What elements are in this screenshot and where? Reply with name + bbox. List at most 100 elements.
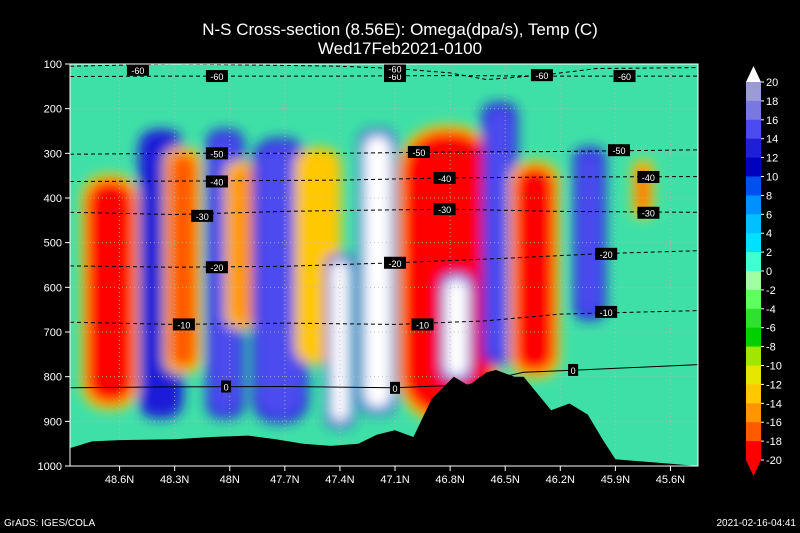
contour-label: -60: [131, 66, 144, 76]
contour-label: 0: [393, 384, 398, 394]
colorbar-swatch: [746, 441, 761, 461]
omega-feature: [486, 108, 513, 359]
contour-label-box: [205, 261, 228, 274]
colorbar: 20181614121086420-2-4-6-8-10-12-14-16-18…: [746, 66, 782, 476]
omega-feature: [257, 144, 304, 417]
contour-label-box: [568, 363, 579, 376]
omega-feature: [169, 153, 197, 368]
colorbar-label: -4: [766, 304, 776, 316]
plot-area: -60 -60 -60-60 -60-60-50 -50 -50-40 -40 -40-30-…: [70, 64, 698, 466]
x-tick-label: 46.8N: [435, 474, 464, 486]
contour-label-box: [172, 318, 195, 331]
colorbar-swatch: [746, 176, 761, 196]
y-tick-label: 300: [44, 148, 62, 160]
colorbar-label: -12: [766, 379, 782, 391]
contour-label-box: [433, 171, 456, 184]
y-tick-label: 600: [44, 282, 62, 294]
contour-label-box: [191, 209, 214, 222]
y-tick-label: 400: [44, 193, 62, 205]
chart-title: N-S Cross-section (8.56E): Omega(dpa/s),…: [202, 20, 598, 39]
colorbar-label: -8: [766, 342, 776, 354]
temperature-contour: [70, 310, 698, 325]
colorbar-label: 14: [766, 134, 778, 146]
contour-label-box: [595, 305, 618, 318]
contour-label: -30: [642, 209, 655, 219]
colorbar-swatch: [746, 365, 761, 385]
colorbar-swatch: [746, 327, 761, 348]
chart-subtitle: Wed17Feb2021-0100: [317, 39, 483, 58]
contour-label-box: [205, 70, 228, 83]
contour-label-box: [384, 256, 407, 269]
omega-feature: [578, 153, 601, 315]
colorbar-label: 8: [766, 190, 772, 202]
footer-timestamp: 2021-02-16-04:41: [716, 518, 796, 529]
colorbar-label: 0: [766, 266, 772, 278]
colorbar-swatch: [746, 214, 761, 234]
axes: 48.6N 48.3N 48N 47.7N 47.4N 47.1N 46.8N 46.5N 46…: [38, 59, 699, 486]
contour-label: -60: [389, 64, 402, 74]
contour-label-box: [433, 203, 456, 216]
temperature-contour: [70, 149, 698, 155]
x-tick-label: 45.9N: [601, 474, 630, 486]
terrain: [70, 370, 698, 466]
contour-label: 0: [571, 366, 576, 376]
colorbar-label: 16: [766, 115, 778, 127]
colorbar-swatch: [746, 138, 761, 159]
colorbar-label: 4: [766, 228, 772, 240]
colorbar-swatch: [746, 289, 761, 310]
contour-label-box: [205, 147, 228, 160]
colorbar-swatch: [746, 308, 761, 329]
omega-feature: [86, 180, 135, 404]
x-tick-label: 48.6N: [105, 474, 134, 486]
omega-feature: [514, 166, 555, 373]
contour-label-box: [530, 69, 553, 82]
colorbar-swatch: [746, 195, 761, 215]
contour-label-box: [595, 247, 618, 260]
colorbar-label: 10: [766, 172, 778, 184]
contour-label-box: [407, 145, 430, 158]
x-tick-label: 46.5N: [491, 474, 520, 486]
colorbar-label: 2: [766, 247, 772, 259]
contour-label-box: [205, 175, 228, 188]
colorbar-swatch: [746, 119, 761, 140]
colorbar-swatch: [746, 422, 761, 442]
contour-label: -10: [416, 320, 429, 330]
contour-label: -60: [535, 71, 548, 81]
contour-label: -40: [642, 173, 655, 183]
contour-label: -60: [210, 72, 223, 82]
contour-label: -50: [412, 148, 425, 158]
temperature-contour: [70, 208, 698, 216]
y-tick-label: 500: [44, 238, 62, 250]
contour-label: -10: [177, 320, 190, 330]
colorbar-swatch: [746, 271, 761, 291]
contour-label: -10: [600, 308, 613, 318]
contour-label-box: [637, 171, 660, 184]
contour-label: -50: [210, 149, 223, 159]
x-tick-label: 46.2N: [546, 474, 575, 486]
plot-clip-group: -60 -60 -60-60 -60-60-50 -50 -50-40 -40 -40-30-…: [70, 64, 698, 466]
y-tick-label: 800: [44, 372, 62, 384]
contour-label-box: [126, 64, 149, 76]
contour-label: -30: [438, 205, 451, 215]
colorbar-label: -20: [766, 455, 782, 467]
x-tick-label: 48N: [220, 474, 240, 486]
colorbar-swatch: [746, 252, 761, 272]
colorbar-label: 6: [766, 209, 772, 221]
colorbar-swatch: [746, 403, 761, 423]
contour-label: 0: [224, 382, 229, 392]
colorbar-swatch: [746, 384, 761, 404]
contour-label: -20: [210, 263, 223, 273]
colorbar-bottom-arrow: [746, 460, 761, 476]
contour-label: -30: [196, 212, 209, 222]
colorbar-label: -2: [766, 285, 776, 297]
contour-label-box: [221, 380, 232, 393]
x-tick-label: 47.7N: [270, 474, 299, 486]
plot-frame: [69, 63, 699, 467]
colorbar-label: 20: [766, 77, 778, 89]
omega-feature: [363, 135, 392, 408]
x-tick-label: 47.1N: [380, 474, 409, 486]
contour-label-box: [384, 64, 407, 75]
contour-label-box: [608, 144, 631, 157]
contour-label-box: [390, 381, 401, 394]
